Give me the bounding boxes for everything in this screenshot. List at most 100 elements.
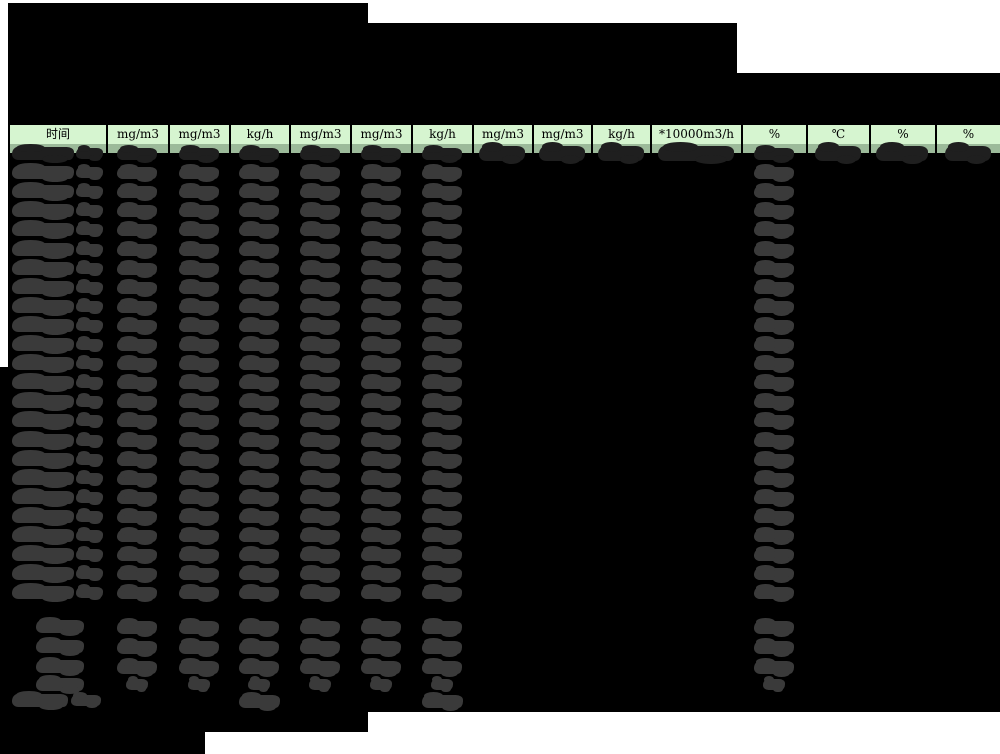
redacted-cell-value [239,470,279,488]
redacted-cell-value [117,260,157,278]
header-label: mg/m3 [291,125,350,144]
redacted-cell-value [178,279,219,297]
redacted-cell-value [12,200,74,220]
redacted-cell-value [12,410,74,430]
redacted-cell-value [117,489,157,507]
redacted-cell-value [117,298,157,316]
redacted-cell-value [239,412,279,430]
header-label: mg/m3 [534,125,591,144]
redacted-cell-value [12,219,74,239]
redacted-cell-value [187,676,210,693]
redacted-cell-value [12,563,74,583]
redacted-cell-value [753,298,794,316]
redacted-cell-value [178,221,219,239]
redacted-cell-value [299,393,340,411]
redacted-cell-value [753,412,794,430]
redacted-cell-value [117,657,157,677]
redacted-cell-value [753,432,794,450]
redacted-cell-value [239,260,279,278]
redacted-cell-value [762,676,785,693]
redacted-cell-value [360,617,401,637]
redacted-cell-value [12,143,74,163]
redacted-cell-value [753,657,794,677]
redacted-cell-value [126,676,148,693]
redacted-cell-value [178,260,219,278]
redacted-cell-value [12,162,74,182]
redacted-cell-value [117,221,157,239]
redacted-cell-value [299,221,340,239]
redacted-cell-value [299,202,340,220]
redacted-cell-value [117,317,157,335]
redacted-cell-value [76,470,103,487]
redacted-cell-value [299,432,340,450]
redacted-cell-value [421,584,462,602]
redacted-cell-value [76,221,103,238]
redacted-cell-value [239,183,279,201]
redacted-cell-value [479,142,525,165]
redacted-cell-value [239,489,279,507]
redacted-cell-value [299,355,340,373]
redacted-cell-value [421,565,462,583]
redacted-cell-value [360,508,401,526]
header-label: kg/h [593,125,650,144]
header-label: mg/m3 [170,125,229,144]
redacted-cell-value [299,164,340,182]
redacted-cell-value [360,412,401,430]
redacted-cell-value [117,451,157,469]
redacted-cell-value [299,489,340,507]
redacted-cell-value [76,298,103,315]
redacted-cell-value [178,336,219,354]
redacted-cell-value [421,546,462,564]
redacted-cell-value [117,617,157,637]
redacted-cell-value [117,374,157,392]
redacted-cell-value [12,544,74,564]
redacted-cell-value [178,432,219,450]
redacted-cell-value [299,470,340,488]
redacted-cell-value [360,546,401,564]
redacted-cell-value [178,202,219,220]
redacted-cell-value [239,584,279,602]
redacted-cell-value [76,412,103,429]
redacted-cell-value [76,565,103,582]
redacted-cell-value [76,508,103,525]
redacted-cell-value [239,451,279,469]
header-label: mg/m3 [474,125,532,144]
redacted-cell-value [12,487,74,507]
redacted-cell-value [299,145,340,163]
redacted-cell-value [12,468,74,488]
redacted-cell-value [299,298,340,316]
redacted-cell-value [753,637,794,657]
redacted-cell-value [239,508,279,526]
redacted-cell-value [178,508,219,526]
redacted-cell-value [239,565,279,583]
redacted-cell-value [299,584,340,602]
redacted-cell-value [360,202,401,220]
redacted-cell-value [178,546,219,564]
redacted-cell-value [117,241,157,259]
redacted-cell-value [178,565,219,583]
redacted-cell-value [360,260,401,278]
redacted-cell-value [239,657,279,677]
redacted-cell-value [12,353,74,373]
redacted-cell-value [814,142,861,165]
redacted-cell-value [421,317,462,335]
redacted-cell-value [76,145,103,162]
redacted-cell-value [239,355,279,373]
redacted-cell-value [76,183,103,200]
redacted-cell-value [239,546,279,564]
redacted-cell-value [178,183,219,201]
redacted-cell-value [178,164,219,182]
redacted-cell-value [239,279,279,297]
redacted-cell-value [421,221,462,239]
redacted-cell-value [538,142,585,165]
redacted-bottom-block-long [0,712,205,754]
redacted-cell-value [360,317,401,335]
redacted-cell-value [178,470,219,488]
redacted-cell-value [76,451,103,468]
redacted-cell-value [360,355,401,373]
redacted-cell-value [299,412,340,430]
redacted-cell-value [360,221,401,239]
header-label: kg/h [231,125,289,144]
redacted-cell-value [360,637,401,657]
